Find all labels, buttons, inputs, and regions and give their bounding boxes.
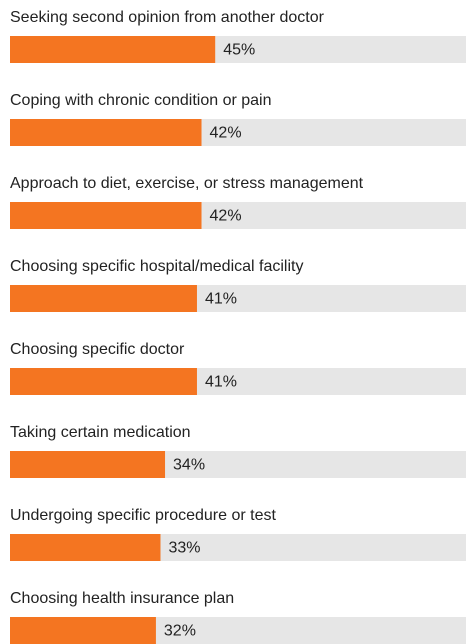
bar xyxy=(10,451,166,478)
bar xyxy=(10,202,202,229)
value-label: 41% xyxy=(205,374,237,391)
bar xyxy=(10,617,156,644)
value-label: 41% xyxy=(205,291,237,308)
category-label: Choosing health insurance plan xyxy=(10,590,234,607)
category-label: Choosing specific hospital/medical facil… xyxy=(10,258,303,275)
category-label: Undergoing specific procedure or test xyxy=(10,507,276,524)
value-label: 33% xyxy=(168,540,200,557)
value-label: 32% xyxy=(164,623,196,640)
category-label: Coping with chronic condition or pain xyxy=(10,92,271,109)
category-label: Seeking second opinion from another doct… xyxy=(10,9,325,26)
bar xyxy=(10,285,197,312)
value-label: 42% xyxy=(210,125,242,142)
category-label: Approach to diet, exercise, or stress ma… xyxy=(10,175,364,192)
category-label: Taking certain medication xyxy=(10,424,191,441)
value-label: 42% xyxy=(210,208,242,225)
bar xyxy=(10,534,161,561)
category-label: Choosing specific doctor xyxy=(10,341,185,358)
bar xyxy=(10,119,202,146)
value-label: 45% xyxy=(223,42,255,59)
bar xyxy=(10,36,216,63)
bar xyxy=(10,368,197,395)
value-label: 34% xyxy=(173,457,205,474)
